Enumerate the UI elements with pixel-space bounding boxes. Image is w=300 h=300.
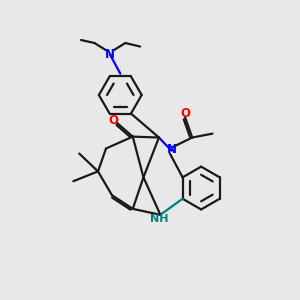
Text: O: O [181, 107, 191, 120]
Text: N: N [105, 48, 115, 61]
Text: NH: NH [150, 214, 168, 224]
Text: N: N [167, 142, 176, 156]
Text: O: O [108, 114, 118, 127]
